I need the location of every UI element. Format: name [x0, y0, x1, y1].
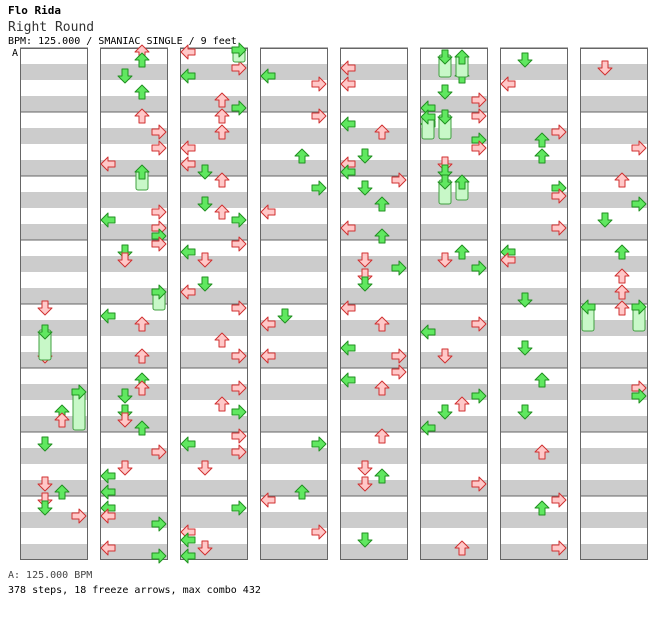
- beat-stripe: [20, 96, 88, 112]
- beat-stripe: [20, 448, 88, 464]
- beat-stripe: [180, 416, 248, 432]
- beat-stripe: [20, 160, 88, 176]
- beat-stripe: [500, 384, 568, 400]
- step-stats: 378 steps, 18 freeze arrows, max combo 4…: [8, 585, 261, 596]
- beat-stripe: [500, 480, 568, 496]
- beat-stripe: [100, 320, 168, 336]
- beat-stripe: [100, 96, 168, 112]
- beat-stripe: [260, 192, 328, 208]
- beat-stripe: [580, 512, 648, 528]
- beat-stripe: [100, 64, 168, 80]
- beat-stripe: [580, 96, 648, 112]
- beat-stripe: [20, 288, 88, 304]
- beat-stripe: [580, 416, 648, 432]
- beat-stripe: [260, 544, 328, 560]
- beat-stripe: [420, 352, 488, 368]
- beat-stripe: [20, 544, 88, 560]
- beat-stripe: [100, 416, 168, 432]
- beat-stripe: [580, 160, 648, 176]
- beat-stripe: [580, 544, 648, 560]
- beat-stripe: [580, 288, 648, 304]
- beat-stripe: [420, 64, 488, 80]
- beat-stripe: [20, 128, 88, 144]
- beat-stripe: [500, 352, 568, 368]
- beat-stripe: [340, 448, 408, 464]
- beat-stripe: [180, 320, 248, 336]
- beat-stripe: [260, 288, 328, 304]
- beat-stripe: [340, 544, 408, 560]
- beat-stripe: [180, 512, 248, 528]
- beat-stripe: [260, 512, 328, 528]
- beat-stripe: [580, 224, 648, 240]
- beat-stripe: [340, 480, 408, 496]
- beat-stripe: [580, 480, 648, 496]
- beat-stripe: [20, 64, 88, 80]
- beat-stripe: [340, 512, 408, 528]
- beat-stripe: [260, 480, 328, 496]
- beat-stripe: [100, 192, 168, 208]
- beat-stripe: [20, 352, 88, 368]
- beat-stripe: [260, 416, 328, 432]
- beat-stripe: [420, 160, 488, 176]
- beat-stripe: [260, 128, 328, 144]
- beat-stripe: [180, 224, 248, 240]
- beat-stripe: [420, 544, 488, 560]
- beat-stripe: [580, 256, 648, 272]
- beat-stripe: [340, 128, 408, 144]
- bpm-legend: A: 125.000 BPM: [8, 570, 92, 581]
- beat-stripe: [500, 288, 568, 304]
- beat-stripe: [500, 512, 568, 528]
- beat-stripe: [500, 64, 568, 80]
- beat-stripe: [180, 480, 248, 496]
- beat-stripe: [580, 448, 648, 464]
- beat-stripe: [100, 256, 168, 272]
- beat-stripe: [420, 448, 488, 464]
- beat-stripe: [260, 256, 328, 272]
- beat-stripe: [180, 128, 248, 144]
- beat-stripe: [100, 384, 168, 400]
- beat-stripe: [340, 288, 408, 304]
- beat-stripe: [420, 288, 488, 304]
- beat-stripe: [580, 64, 648, 80]
- beat-stripe: [580, 352, 648, 368]
- beat-stripe: [500, 320, 568, 336]
- beat-stripe: [500, 160, 568, 176]
- beat-stripe: [340, 192, 408, 208]
- beat-stripe: [340, 96, 408, 112]
- beat-stripe: [340, 384, 408, 400]
- beat-stripe: [180, 256, 248, 272]
- beat-stripe: [260, 224, 328, 240]
- beat-stripe: [20, 256, 88, 272]
- beat-stripe: [500, 416, 568, 432]
- beat-stripe: [340, 416, 408, 432]
- beat-stripe: [20, 192, 88, 208]
- beat-stripe: [260, 160, 328, 176]
- beat-stripe: [420, 224, 488, 240]
- beat-stripe: [500, 96, 568, 112]
- beat-stripe: [340, 320, 408, 336]
- beat-stripe: [500, 448, 568, 464]
- beat-stripe: [20, 320, 88, 336]
- beat-stripe: [180, 192, 248, 208]
- beat-stripe: [420, 512, 488, 528]
- beat-stripe: [420, 192, 488, 208]
- beat-stripe: [100, 352, 168, 368]
- beat-stripe: [20, 480, 88, 496]
- beat-stripe: [20, 224, 88, 240]
- beat-stripe: [260, 384, 328, 400]
- beat-stripe: [580, 128, 648, 144]
- beat-stripe: [260, 96, 328, 112]
- beat-stripe: [260, 448, 328, 464]
